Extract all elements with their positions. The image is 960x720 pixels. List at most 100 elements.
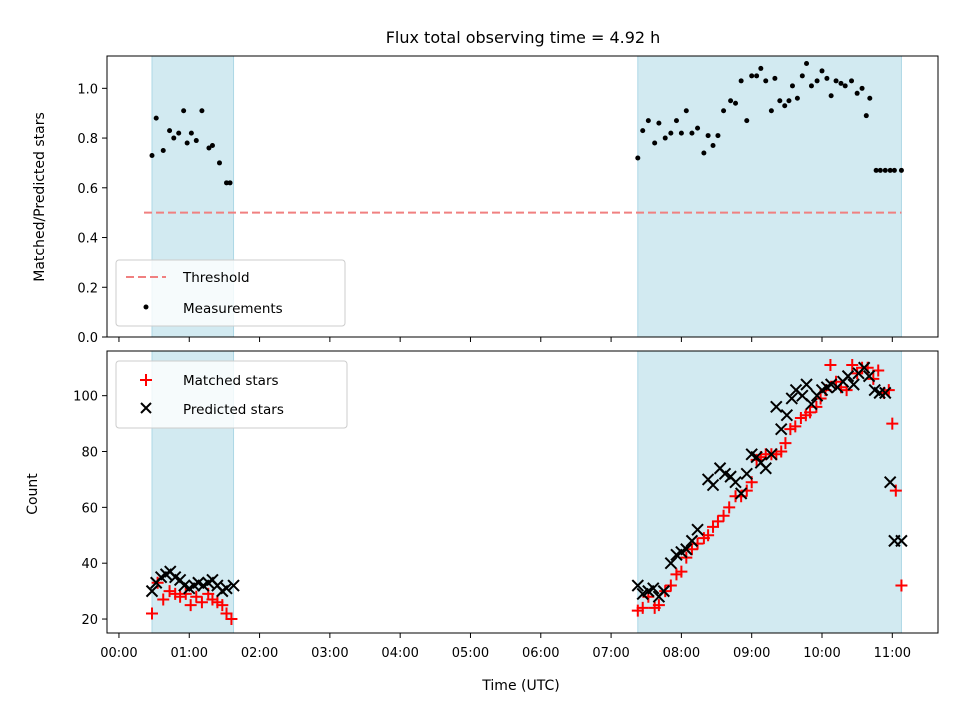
measurement-point: [188, 130, 194, 136]
matched-star-point: [652, 599, 665, 612]
top-legend: Threshold Measurements: [115, 259, 346, 327]
bottom-y-tick-label: 20: [81, 613, 98, 628]
bottom-y-tick-label: 80: [81, 446, 98, 461]
matched-star-point: [179, 587, 192, 600]
matched-star-point: [702, 529, 715, 542]
measurement-point: [799, 73, 805, 79]
measurement-point: [758, 65, 764, 71]
measurement-point: [749, 73, 755, 79]
measurement-point: [754, 73, 760, 79]
measurement-point: [777, 98, 783, 104]
matched-star-point: [216, 599, 229, 612]
matched-star-point: [174, 590, 187, 603]
top-y-axis-label: Matched/Predicted stars: [32, 112, 48, 282]
measurement-point: [728, 98, 734, 104]
measurement-point: [877, 167, 883, 173]
predicted-star-point: [685, 534, 699, 548]
measurement-point: [786, 98, 792, 104]
bottom-axes-frame: [106, 350, 939, 634]
x-tick-label: 01:00: [171, 646, 208, 661]
measurement-point: [224, 180, 230, 186]
predicted-star-point: [895, 534, 908, 548]
measurement-point: [782, 103, 788, 109]
measurement-point: [689, 130, 695, 136]
matched-star-point: [717, 509, 730, 522]
matched-star-point: [775, 445, 788, 458]
top-legend-box: [115, 259, 346, 327]
matched-star-point: [846, 358, 859, 371]
x-tick-label: 05:00: [452, 646, 489, 661]
measurement-point: [838, 80, 844, 86]
measurement-point: [794, 95, 800, 101]
predicted-star-point: [765, 448, 778, 461]
matched-stars-legend-label: Matched stars: [183, 373, 279, 389]
measurement-point: [209, 143, 215, 149]
measurement-point: [804, 60, 810, 66]
matched-star-point: [711, 515, 724, 528]
measurement-point: [640, 128, 646, 134]
measurement-point: [828, 93, 834, 99]
measurement-point: [678, 130, 684, 136]
measurement-point: [673, 118, 679, 124]
matched-star-point: [664, 579, 677, 592]
predicted-star-point: [873, 386, 886, 400]
measurement-point: [176, 130, 182, 136]
predicted-star-point: [220, 582, 233, 595]
measurement-point: [652, 140, 658, 146]
measurement-point: [181, 108, 187, 114]
measurement-point: [721, 108, 727, 114]
measurement-point: [662, 135, 668, 141]
matched-star-point: [789, 420, 802, 433]
x-tick-label: 11:00: [874, 646, 911, 661]
bottom-y-tick-label: 100: [73, 390, 98, 405]
measurement-point: [744, 118, 750, 124]
predicted-star-point: [824, 378, 838, 391]
measurement-point: [733, 100, 739, 106]
measurement-point: [715, 133, 721, 139]
predicted-star-point: [740, 467, 753, 481]
matched-star-point: [184, 599, 197, 612]
measurement-point: [768, 108, 774, 114]
predicted-star-point: [227, 579, 240, 592]
measurement-point: [668, 130, 674, 136]
measurement-point: [695, 125, 701, 131]
measurement-point: [216, 160, 222, 166]
measurements-legend-label: Measurements: [183, 301, 283, 317]
matched-star-point: [810, 400, 823, 413]
matched-star-point: [190, 590, 203, 603]
measurement-point: [149, 152, 155, 158]
bottom-y-tick-label: 40: [81, 557, 98, 572]
matched-stars-legend-marker: [140, 374, 152, 386]
bottom-observing-window-1: [637, 350, 902, 634]
matched-star-point: [779, 437, 792, 450]
measurement-point: [160, 147, 166, 153]
predicted-star-point: [862, 369, 876, 383]
measurement-point: [833, 78, 839, 84]
measurement-point: [814, 78, 820, 84]
predicted-star-point: [145, 584, 159, 598]
top-y-tick-label: 0.8: [77, 132, 98, 147]
predicted-star-point: [879, 386, 892, 400]
predicted-stars-legend-label: Predicted stars: [183, 402, 284, 418]
predicted-star-point: [805, 397, 818, 411]
measurement-point: [153, 115, 159, 121]
measurement-point: [863, 113, 869, 119]
measurement-point: [738, 78, 744, 84]
bottom-panel: 20 40 60 80 100 00:00 01:00 02:00 03:00 04:00 05:…: [25, 350, 939, 694]
matched-star-point: [895, 579, 908, 592]
predicted-star-point: [631, 579, 645, 592]
measurement-point: [227, 180, 233, 186]
x-tick-label: 03:00: [311, 646, 348, 661]
bottom-y-axis-label: Count: [25, 473, 41, 515]
measurement-point: [645, 118, 651, 124]
predicted-stars-legend-marker: [140, 402, 152, 414]
matched-star-point: [157, 593, 170, 606]
matched-star-point: [685, 543, 698, 556]
measurement-point: [635, 155, 641, 161]
top-y-tick-label: 0.6: [77, 182, 98, 197]
measurement-point: [656, 120, 662, 126]
predicted-star-point: [729, 476, 742, 489]
x-tick-label: 04:00: [381, 646, 418, 661]
matched-star-point: [145, 607, 158, 620]
predicted-star-point: [657, 584, 671, 598]
